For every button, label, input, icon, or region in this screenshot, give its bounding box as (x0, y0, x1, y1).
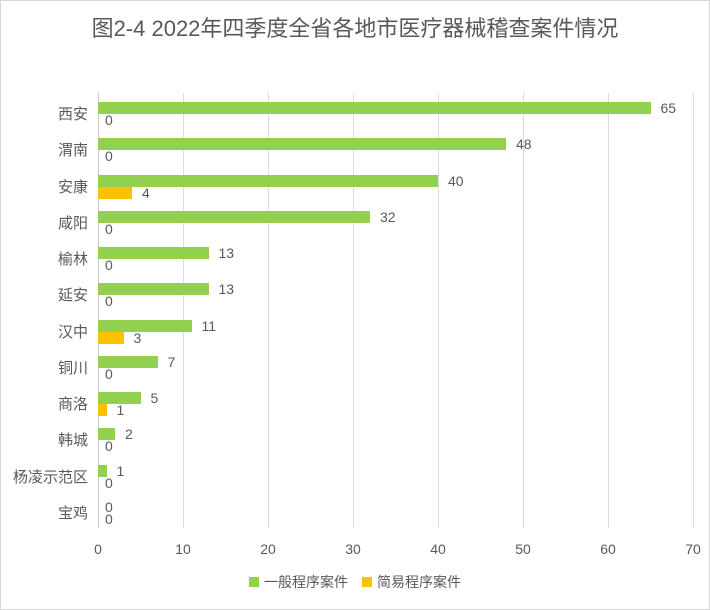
bar-group: 西安 65 0 (58, 93, 693, 129)
legend-item: 简易程序案件 (362, 572, 461, 592)
plot-area: 西安 65 0 渭南 48 0 安康 40 4 咸阳 32 0 榆林 13 0 延安 13 0 汉中 11 3 铜川 7 0 商… (13, 93, 694, 528)
value-label: 5 (150, 390, 159, 406)
value-label: 48 (516, 136, 532, 153)
bar-group: 汉中 11 3 (58, 311, 693, 347)
x-tick-label: 70 (685, 541, 701, 557)
bar-group: 延安 13 0 (58, 274, 693, 310)
value-label: 13 (218, 245, 235, 261)
legend-item: 一般程序案件 (249, 572, 348, 592)
category-label: 延安 (57, 287, 88, 305)
bar-general-case (98, 174, 438, 187)
value-label: 0 (105, 148, 113, 165)
category-label: 铜川 (57, 359, 88, 377)
legend-label: 简易程序案件 (377, 574, 461, 590)
value-label: 0 (105, 257, 113, 273)
x-tick-label: 10 (175, 541, 191, 557)
bar-group: 杨凌示范区 1 0 (13, 456, 693, 492)
legend-swatch-icon (362, 577, 372, 587)
chart-title: 图2-4 2022年四季度全省各地市医疗器械稽查案件情况 (91, 16, 619, 41)
category-label: 汉中 (57, 323, 88, 341)
bar-simple-case (98, 186, 132, 199)
value-label: 0 (105, 293, 113, 310)
value-label: 0 (105, 474, 113, 491)
x-tick-label: 0 (94, 541, 102, 557)
legend: 一般程序案件 简易程序案件 (1, 572, 709, 592)
bar-general-case (98, 355, 158, 368)
value-label: 40 (448, 172, 464, 189)
value-label: 0 (105, 112, 113, 128)
bar-general-case (98, 247, 209, 259)
gridline (268, 93, 269, 528)
bar-group: 渭南 48 0 (58, 129, 693, 165)
bar-general-case (98, 392, 141, 404)
bar-general-case (98, 102, 651, 114)
x-axis: 0 10 20 30 40 50 60 70 (94, 541, 701, 559)
gridline (183, 93, 184, 528)
category-label: 安康 (57, 178, 88, 196)
category-label: 榆林 (57, 251, 88, 269)
bar-group: 宝鸡 0 0 (58, 492, 693, 528)
x-tick-label: 50 (515, 541, 531, 557)
value-label: 0 (105, 498, 113, 515)
bar-general-case (98, 464, 107, 477)
bar-general-case (98, 210, 370, 223)
bar-general-case (98, 319, 192, 332)
value-label: 0 (105, 220, 113, 237)
legend-swatch-icon (249, 577, 259, 587)
value-label: 0 (105, 510, 113, 527)
value-label: 1 (116, 402, 125, 418)
value-label: 3 (133, 329, 142, 346)
value-label: 32 (380, 208, 396, 225)
gridline (523, 93, 524, 528)
value-label: 0 (105, 438, 113, 455)
value-label: 1 (116, 462, 125, 479)
gridline (438, 93, 439, 528)
gridline (608, 93, 609, 528)
x-tick-label: 60 (600, 541, 616, 557)
value-label: 2 (125, 426, 133, 443)
bar-group: 安康 40 4 (58, 166, 693, 202)
legend-label: 一般程序案件 (264, 574, 348, 590)
value-label: 0 (105, 365, 113, 382)
y-axis-line (98, 93, 99, 528)
value-label: 11 (201, 317, 217, 334)
category-label: 商洛 (57, 396, 88, 414)
bar-group: 韩城 2 0 (58, 419, 693, 455)
value-label: 7 (167, 353, 176, 370)
bar-group: 商洛 5 1 (58, 383, 693, 419)
x-tick-label: 20 (260, 541, 276, 557)
bar-general-case (98, 283, 209, 296)
bar-simple-case (98, 331, 124, 344)
category-label: 西安 (57, 106, 88, 124)
category-label: 渭南 (57, 142, 88, 160)
bar-simple-case (98, 404, 107, 416)
x-tick-label: 30 (345, 541, 361, 557)
bar-general-case (98, 428, 115, 441)
category-label: 韩城 (57, 432, 88, 450)
bar-group: 榆林 13 0 (58, 238, 693, 274)
category-label: 杨凌示范区 (12, 468, 88, 486)
x-tick-label: 40 (430, 541, 446, 557)
category-label: 咸阳 (57, 214, 88, 232)
bar-group: 咸阳 32 0 (58, 202, 693, 238)
bar-group: 铜川 7 0 (58, 347, 693, 383)
value-label: 65 (660, 100, 677, 116)
gridline (353, 93, 354, 528)
value-label: 13 (218, 281, 235, 298)
category-label: 宝鸡 (57, 504, 88, 522)
value-label: 4 (142, 184, 150, 201)
bar-general-case (98, 138, 506, 151)
gridline (693, 93, 694, 528)
